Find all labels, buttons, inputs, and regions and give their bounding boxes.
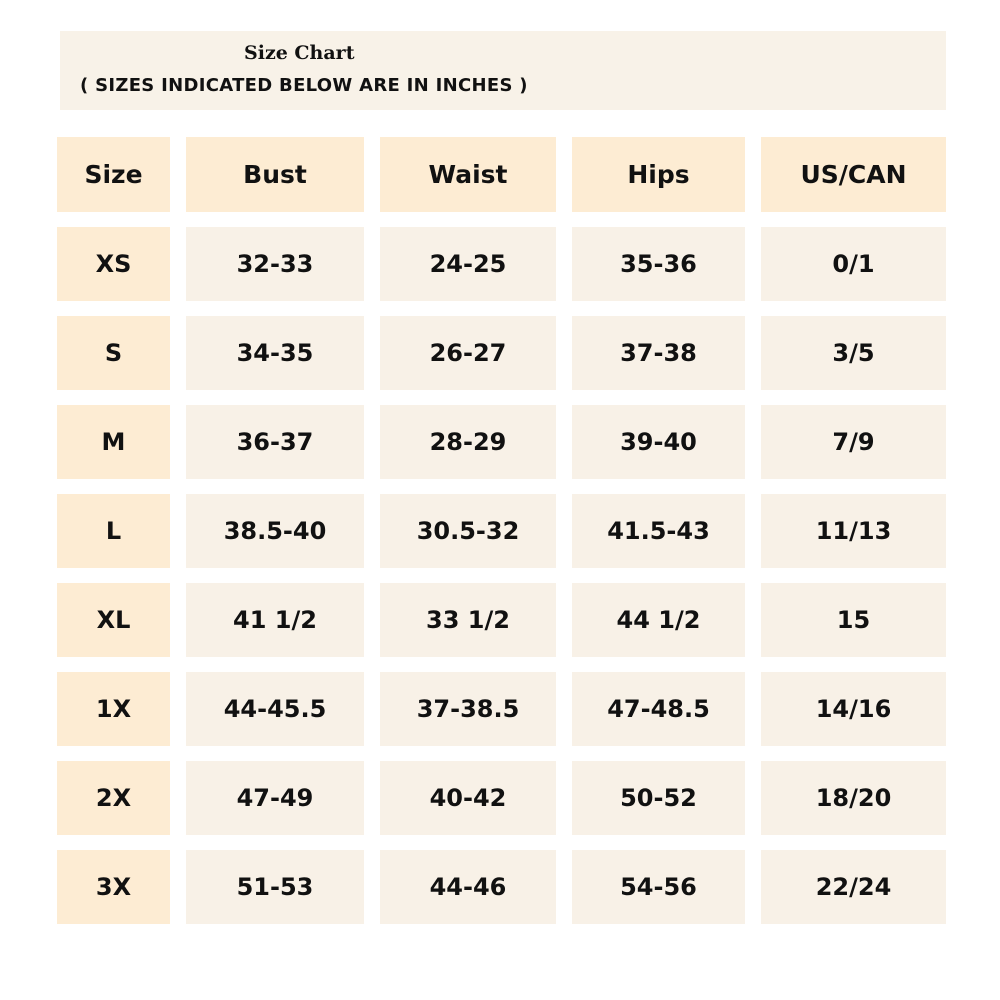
column-header: Waist — [380, 137, 556, 212]
table-cell: 47-48.5 — [572, 672, 745, 746]
chart-subtitle: ( SIZES INDICATED BELOW ARE IN INCHES ) — [80, 75, 528, 96]
table-cell: 33 1/2 — [380, 583, 556, 657]
table-cell: 44 1/2 — [572, 583, 745, 657]
table-cell: 32-33 — [186, 227, 364, 301]
table-cell: 35-36 — [572, 227, 745, 301]
column-header: Hips — [572, 137, 745, 212]
size-label-cell: L — [57, 494, 170, 568]
size-table: Size Bust Waist Hips US/CAN XS 32-33 24-25 35-36… — [57, 137, 946, 924]
table-cell: 54-56 — [572, 850, 745, 924]
table-cell: 50-52 — [572, 761, 745, 835]
size-label-cell: XS — [57, 227, 170, 301]
column-header: US/CAN — [761, 137, 946, 212]
table-cell: 41.5-43 — [572, 494, 745, 568]
table-cell: 36-37 — [186, 405, 364, 479]
size-label-cell: XL — [57, 583, 170, 657]
table-cell: 44-45.5 — [186, 672, 364, 746]
table-cell: 15 — [761, 583, 946, 657]
table-cell: 11/13 — [761, 494, 946, 568]
size-label-cell: 1X — [57, 672, 170, 746]
table-cell: 30.5-32 — [380, 494, 556, 568]
table-cell: 37-38.5 — [380, 672, 556, 746]
table-cell: 51-53 — [186, 850, 364, 924]
table-cell: 34-35 — [186, 316, 364, 390]
table-cell: 47-49 — [186, 761, 364, 835]
column-header: Bust — [186, 137, 364, 212]
table-cell: 24-25 — [380, 227, 556, 301]
chart-title: Size Chart — [244, 42, 355, 64]
size-label-cell: M — [57, 405, 170, 479]
table-cell: 22/24 — [761, 850, 946, 924]
table-cell: 7/9 — [761, 405, 946, 479]
table-cell: 41 1/2 — [186, 583, 364, 657]
table-cell: 44-46 — [380, 850, 556, 924]
column-header: Size — [57, 137, 170, 212]
size-label-cell: 3X — [57, 850, 170, 924]
table-cell: 14/16 — [761, 672, 946, 746]
table-cell: 3/5 — [761, 316, 946, 390]
table-cell: 40-42 — [380, 761, 556, 835]
table-cell: 39-40 — [572, 405, 745, 479]
table-cell: 37-38 — [572, 316, 745, 390]
table-cell: 18/20 — [761, 761, 946, 835]
table-cell: 28-29 — [380, 405, 556, 479]
table-cell: 26-27 — [380, 316, 556, 390]
table-cell: 0/1 — [761, 227, 946, 301]
size-label-cell: 2X — [57, 761, 170, 835]
title-banner — [60, 31, 946, 110]
size-label-cell: S — [57, 316, 170, 390]
table-cell: 38.5-40 — [186, 494, 364, 568]
